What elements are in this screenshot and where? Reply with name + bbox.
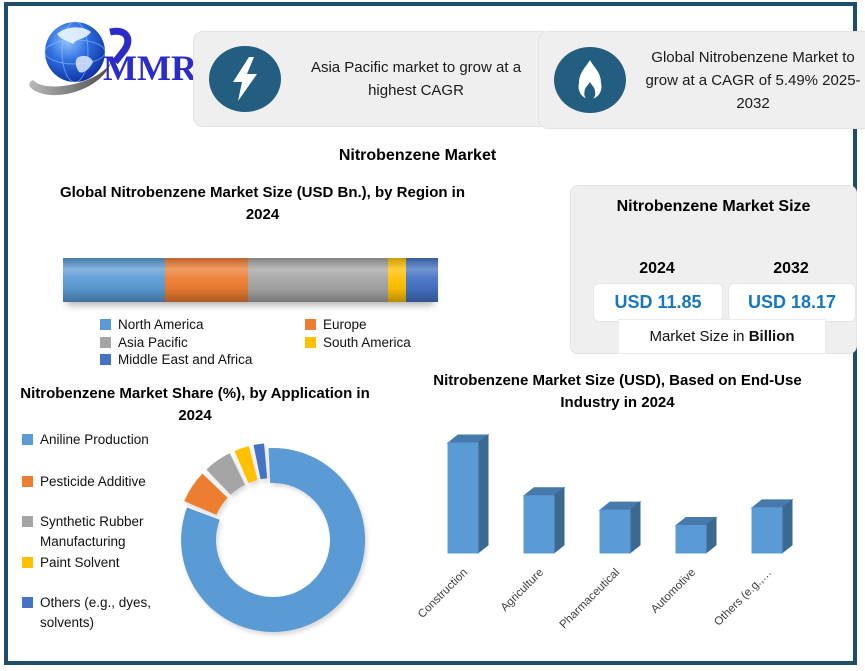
legend-item: North America xyxy=(100,316,305,334)
bar-segment xyxy=(405,258,438,302)
region-chart-title: Global Nitrobenzene Market Size (USD Bn.… xyxy=(59,184,466,223)
continent-shape xyxy=(75,55,93,73)
bar-3d xyxy=(522,486,566,555)
callout-text: Global Nitrobenzene Market to grow at a … xyxy=(645,48,861,112)
year-2032: 2032 xyxy=(773,260,809,277)
legend-swatch xyxy=(100,319,111,330)
legend-label: South America xyxy=(323,334,411,350)
application-chart-title: Nitrobenzene Market Share (%), by Applic… xyxy=(20,385,370,424)
legend-label: North America xyxy=(118,317,204,332)
footnote-unit: Billion xyxy=(748,328,795,345)
legend-label: Aniline Production xyxy=(40,432,149,447)
value-2024: USD 11.85 xyxy=(593,283,723,322)
bar-segment xyxy=(165,258,248,302)
bar-category-label: Agriculture xyxy=(499,567,546,614)
legend-label: Synthetic Rubber Manufacturing xyxy=(40,514,144,549)
logo-gray-swoosh xyxy=(29,62,111,96)
market-size-footnote: Market Size in Billion xyxy=(618,319,826,354)
bar-3d xyxy=(750,498,794,555)
logo-text: MMR xyxy=(103,48,195,88)
callout-text: Asia Pacific market to grow at a highest… xyxy=(310,59,522,99)
lightning-icon xyxy=(209,46,281,112)
enduse-chart-title: Nitrobenzene Market Size (USD), Based on… xyxy=(433,372,802,411)
footnote-prefix: Market Size in xyxy=(649,328,745,345)
legend-item: Asia Pacific xyxy=(100,334,305,352)
legend-swatch xyxy=(22,557,33,568)
bar-segment xyxy=(247,258,388,302)
legend-swatch xyxy=(100,354,111,365)
application-donut-chart xyxy=(181,443,366,632)
region-legend: North America Europe Asia Pacific South Ame… xyxy=(100,316,450,369)
year-2024: 2024 xyxy=(639,260,675,277)
bar-category-label: Automotive xyxy=(649,567,698,616)
page-title: Nitrobenzene Market xyxy=(338,147,497,164)
legend-label: Others (e.g., dyes, solvents) xyxy=(40,595,152,630)
legend-label: Pesticide Additive xyxy=(40,474,146,489)
donut-slice xyxy=(181,447,366,632)
legend-swatch xyxy=(22,597,33,608)
callout-cagr: Global Nitrobenzene Market to grow at a … xyxy=(538,31,865,129)
bar-category-label: Others (e.g.,… xyxy=(712,567,774,629)
legend-item: Others (e.g., dyes, solvents) xyxy=(22,593,192,633)
donut-slice xyxy=(253,443,268,480)
logo-blue-swoosh xyxy=(109,27,132,65)
bar-3d xyxy=(446,433,490,555)
market-size-panel: Nitrobenzene Market Size 2024 2032 USD 1… xyxy=(570,185,857,354)
market-size-title: Nitrobenzene Market Size xyxy=(616,198,811,215)
legend-item: Europe xyxy=(305,316,450,334)
bar-3d xyxy=(674,516,718,555)
callout-asia-pacific: Asia Pacific market to grow at a highest… xyxy=(193,31,551,127)
legend-swatch xyxy=(22,476,33,487)
legend-label: Paint Solvent xyxy=(40,555,120,570)
legend-item: Synthetic Rubber Manufacturing xyxy=(22,512,192,552)
legend-item: South America xyxy=(305,334,450,352)
legend-item: Paint Solvent xyxy=(22,553,192,573)
bar-segment xyxy=(63,258,165,302)
legend-label: Middle East and Africa xyxy=(118,352,253,367)
donut-slice xyxy=(234,446,258,484)
legend-item: Aniline Production xyxy=(22,430,192,450)
legend-swatch xyxy=(22,434,33,445)
enduse-bar-chart: Construction Agriculture Pharmaceutical Aut… xyxy=(416,433,794,632)
donut-slice xyxy=(184,473,228,515)
legend-label: Asia Pacific xyxy=(118,334,188,350)
legend-swatch xyxy=(305,336,316,348)
bar-category-label: Construction xyxy=(416,567,470,621)
mmr-logo: MMR xyxy=(29,21,195,96)
bar-category-label: Pharmaceutical xyxy=(558,567,623,632)
legend-item: Pesticide Additive xyxy=(22,472,192,492)
bar-segment xyxy=(387,258,406,302)
legend-swatch xyxy=(100,336,111,348)
legend-swatch xyxy=(305,319,316,330)
flame-icon xyxy=(554,47,626,113)
legend-label: Europe xyxy=(323,317,367,332)
continent-shape xyxy=(57,27,91,44)
bar-3d xyxy=(598,501,642,555)
legend-swatch xyxy=(22,516,33,527)
legend-item: Middle East and Africa xyxy=(100,351,305,369)
donut-slice xyxy=(206,453,245,495)
region-stacked-bar xyxy=(63,258,438,302)
value-2032: USD 18.17 xyxy=(728,283,856,322)
